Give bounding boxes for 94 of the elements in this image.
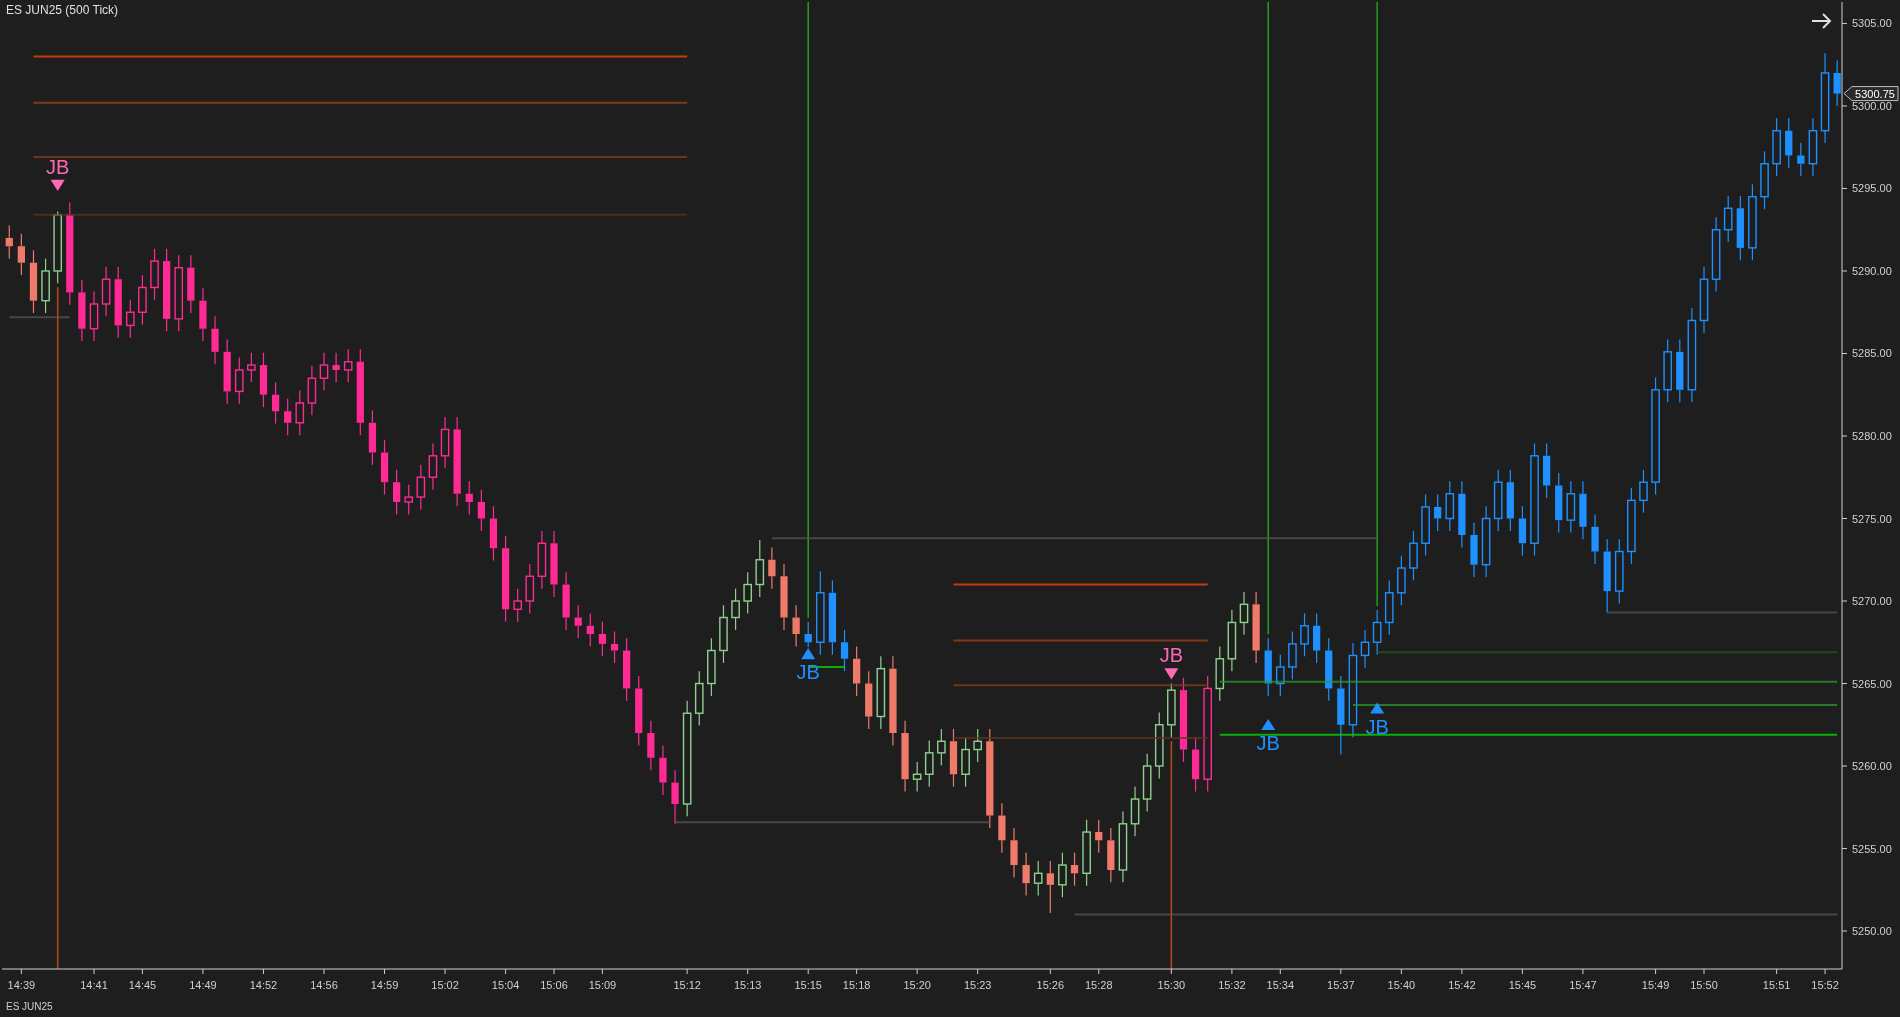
candlestick — [332, 352, 340, 383]
x-tick-label: 15:06 — [540, 979, 568, 991]
y-tick-label: 5280.00 — [1852, 429, 1892, 442]
candlestick — [901, 720, 909, 793]
x-tick-label: 14:39 — [7, 979, 36, 991]
candlestick — [889, 655, 897, 746]
candlestick — [659, 744, 667, 796]
candlestick — [768, 546, 776, 590]
x-tick-label: 15:15 — [794, 979, 822, 991]
candlestick — [1579, 480, 1587, 540]
candlestick — [1820, 52, 1830, 144]
candlestick — [319, 352, 329, 392]
y-tick-label: 5255.00 — [1852, 842, 1892, 855]
candlestick — [562, 571, 570, 631]
candlestick — [89, 291, 99, 342]
candlestick — [780, 563, 788, 631]
text: 5300.75 — [1855, 87, 1895, 100]
x-tick-label: 14:56 — [310, 979, 338, 991]
candlestick — [1699, 266, 1709, 334]
x-tick-label: 15:42 — [1448, 979, 1476, 991]
x-tick-label: 15:40 — [1387, 979, 1416, 991]
candlestick — [307, 365, 317, 416]
x-tick-label: 15:28 — [1084, 979, 1113, 991]
candlestick — [1458, 480, 1466, 548]
candlestick — [792, 604, 800, 647]
x-tick-label: 15:37 — [1327, 979, 1355, 991]
candlestick — [1022, 852, 1030, 897]
x-tick-label: 15:34 — [1266, 979, 1295, 991]
series-label: JB — [1365, 715, 1389, 738]
text: JB — [1256, 732, 1280, 755]
x-tick-label: 15:26 — [1036, 979, 1065, 991]
x-tick-label: 15:49 — [1641, 979, 1670, 991]
candlestick — [428, 442, 438, 491]
candlestick — [1239, 591, 1249, 636]
series-label: JB — [1159, 644, 1184, 667]
candlestick — [78, 279, 86, 342]
x-tick-label: 14:49 — [189, 979, 217, 991]
x-tick-label: 15:47 — [1569, 979, 1597, 991]
candlestick — [211, 315, 219, 365]
x-tick-label: 15:18 — [842, 979, 871, 991]
x-tick-label: 15:45 — [1508, 979, 1537, 991]
text: JB — [796, 661, 820, 684]
y-tick-label: 5305.00 — [1852, 17, 1892, 30]
point — [1261, 718, 1276, 731]
candlestick — [1130, 786, 1140, 837]
candlestick — [1711, 216, 1721, 293]
point — [801, 647, 816, 660]
text: JB — [46, 155, 70, 178]
y-tick-label: 5275.00 — [1852, 512, 1892, 525]
point — [50, 179, 65, 192]
candlestick — [1591, 513, 1599, 565]
candlestick — [1360, 629, 1370, 669]
candlestick — [537, 530, 547, 590]
candlestick — [101, 266, 111, 317]
x-tick-label: 14:45 — [128, 979, 157, 991]
point — [1370, 702, 1385, 714]
candlestick — [440, 416, 450, 469]
candlestick — [1481, 505, 1491, 578]
x-tick-label: 15:02 — [431, 979, 459, 991]
x-tick-label: 15:13 — [733, 979, 762, 991]
y-tick-label: 5290.00 — [1852, 264, 1892, 277]
y-tick-label: 5295.00 — [1852, 182, 1892, 195]
candlestick — [199, 287, 207, 342]
x-tick-label: 15:32 — [1218, 979, 1246, 991]
x-tick-label: 15:30 — [1157, 979, 1186, 991]
candlestick — [1470, 522, 1478, 578]
x-tick-label: 14:59 — [370, 979, 399, 991]
x-tick-label: 15:52 — [1811, 979, 1839, 991]
x-tick-label: 15:23 — [963, 979, 992, 991]
candlestick — [1010, 827, 1018, 879]
y-tick-label: 5270.00 — [1852, 595, 1892, 608]
x-tick-label: 14:41 — [80, 979, 108, 991]
y-tick-label: 5265.00 — [1852, 677, 1892, 690]
candlestick — [1252, 591, 1260, 664]
x-tick-label: 15:04 — [491, 979, 520, 991]
x-tick-label: 15:12 — [673, 979, 701, 991]
candlestick — [550, 530, 558, 598]
text: ES JUN25 — [6, 1001, 54, 1012]
x-tick-label: 15:51 — [1762, 979, 1791, 991]
x-tick-label: 15:50 — [1690, 979, 1718, 991]
candlestick — [1227, 609, 1237, 672]
y-tick-label: 5250.00 — [1852, 925, 1892, 938]
x-tick-label: 15:20 — [903, 979, 931, 991]
chart-title: ES JUN25 (500 Tick) — [6, 3, 119, 17]
candlestick — [671, 769, 679, 825]
y-tick-label: 5285.00 — [1852, 347, 1892, 360]
y-tick-label: 5260.00 — [1852, 760, 1892, 773]
y-tick-label: 5300.00 — [1852, 99, 1892, 112]
candlestick — [998, 802, 1006, 854]
candlestick — [1687, 307, 1697, 403]
x-tick-label: 14:52 — [249, 979, 278, 991]
x-tick-label: 15:09 — [588, 979, 617, 991]
candlestick — [1808, 117, 1818, 177]
candlestick — [1118, 810, 1128, 883]
